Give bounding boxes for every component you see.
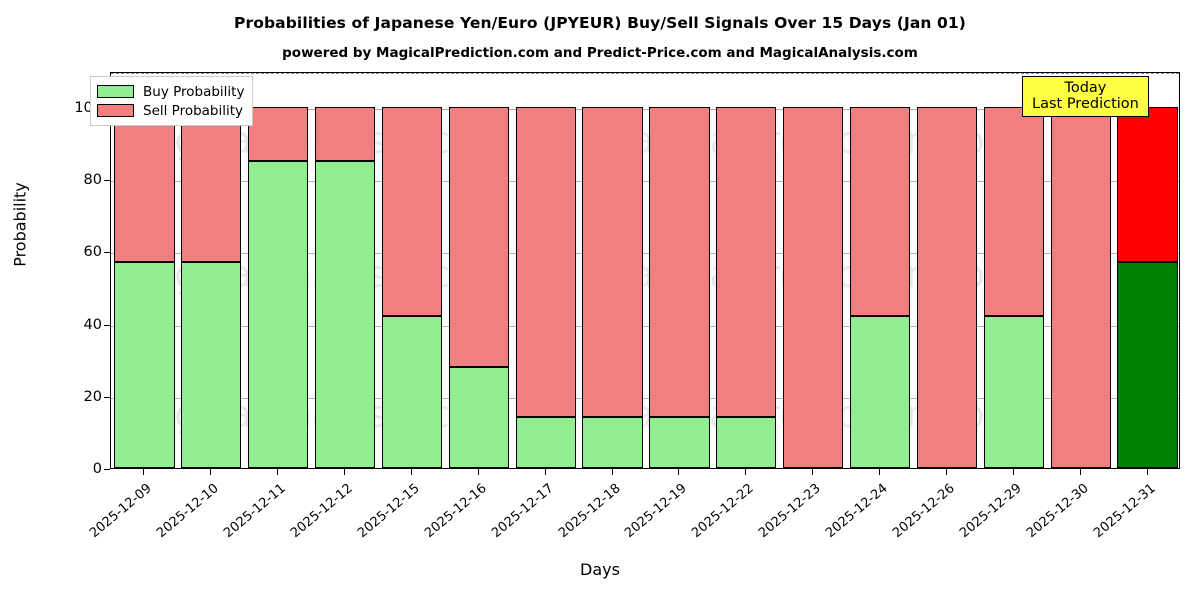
x-tick-mark xyxy=(678,469,680,475)
x-tick-mark xyxy=(344,469,346,475)
bar-segment-sell[interactable] xyxy=(181,107,242,263)
reference-line xyxy=(111,73,1179,74)
y-tick-label: 40 xyxy=(83,316,102,333)
bar-segment-sell[interactable] xyxy=(114,107,175,263)
gridline xyxy=(111,397,1179,399)
bar-segment-sell[interactable] xyxy=(381,107,443,317)
y-tick-label: 60 xyxy=(83,244,102,261)
bar-group[interactable] xyxy=(114,73,175,468)
x-tick-mark xyxy=(812,469,814,475)
y-tick-mark xyxy=(104,324,110,326)
bar-group[interactable] xyxy=(314,73,376,468)
bar-segment-buy[interactable] xyxy=(381,316,443,468)
chart-title: Probabilities of Japanese Yen/Euro (JPYE… xyxy=(234,14,966,32)
chart-legend: Buy Probability Sell Probability xyxy=(90,76,254,126)
legend-label: Buy Probability xyxy=(143,83,245,100)
gridline xyxy=(111,181,1179,183)
bar-group[interactable] xyxy=(582,73,643,468)
bar-group[interactable] xyxy=(783,73,844,468)
bar-today[interactable] xyxy=(1117,73,1178,468)
y-tick-mark xyxy=(104,396,110,398)
x-tick-mark xyxy=(143,469,145,475)
bar-segment-sell[interactable] xyxy=(849,107,911,317)
bar-group[interactable] xyxy=(1050,73,1111,468)
bar-segment-sell[interactable] xyxy=(448,107,509,367)
bar-segment-sell[interactable] xyxy=(248,107,309,162)
bar-group[interactable] xyxy=(381,73,443,468)
bar-segment-buy[interactable] xyxy=(983,316,1044,468)
gridline xyxy=(111,253,1179,255)
y-tick-mark xyxy=(104,252,110,254)
x-tick-mark xyxy=(611,469,613,475)
x-tick-mark xyxy=(1079,469,1081,475)
bar-segment-sell[interactable] xyxy=(983,107,1044,317)
bar-group[interactable] xyxy=(248,73,309,468)
x-tick-mark xyxy=(1012,469,1014,475)
x-tick-mark xyxy=(277,469,279,475)
bar-segment-buy[interactable] xyxy=(515,417,576,468)
x-tick-mark xyxy=(477,469,479,475)
bar-segment-buy[interactable] xyxy=(582,417,643,468)
bar-segment-sell[interactable] xyxy=(649,107,710,418)
bar-group[interactable] xyxy=(448,73,509,468)
bar-segment-buy[interactable] xyxy=(448,366,509,468)
bar-segment-buy[interactable] xyxy=(849,316,911,468)
x-tick-mark xyxy=(945,469,947,475)
bar-group[interactable] xyxy=(916,73,978,468)
bar-group[interactable] xyxy=(515,73,576,468)
gridline xyxy=(111,109,1179,111)
y-tick-label: 20 xyxy=(83,388,102,405)
y-tick-mark xyxy=(104,180,110,182)
gridline xyxy=(111,325,1179,327)
today-annotation: Today Last Prediction xyxy=(1022,76,1149,118)
bar-segment-sell[interactable] xyxy=(582,107,643,418)
bar-segment-sell[interactable] xyxy=(314,107,376,162)
bar-segment-buy[interactable] xyxy=(114,262,175,468)
last-prediction-label: Last Prediction xyxy=(1032,96,1139,113)
bar-segment-sell[interactable] xyxy=(916,107,978,468)
y-tick-label: 80 xyxy=(83,172,102,189)
bar-group[interactable] xyxy=(983,73,1044,468)
x-tick-mark xyxy=(410,469,412,475)
x-axis-label: Days xyxy=(580,560,620,579)
legend-swatch xyxy=(97,85,134,98)
legend-swatch xyxy=(97,104,134,117)
bar-segment-sell[interactable] xyxy=(783,107,844,468)
x-tick-mark xyxy=(210,469,212,475)
bar-group[interactable] xyxy=(849,73,911,468)
x-tick-mark xyxy=(1146,469,1148,475)
bar-segment-sell[interactable] xyxy=(1117,107,1178,263)
y-tick-mark xyxy=(104,469,110,470)
bar-segment-buy[interactable] xyxy=(248,161,309,468)
bar-segment-buy[interactable] xyxy=(649,417,710,468)
x-tick-mark xyxy=(879,469,881,475)
bar-group[interactable] xyxy=(181,73,242,468)
y-tick-label: 0 xyxy=(92,461,102,477)
bar-group[interactable] xyxy=(649,73,710,468)
plot-area: MagicalAnalysis.comMagicalPrediction.com… xyxy=(110,72,1180,469)
legend-label: Sell Probability xyxy=(143,102,244,119)
legend-item: Sell Probability xyxy=(97,101,244,120)
y-axis-label: Probability xyxy=(10,182,30,267)
x-tick-mark xyxy=(745,469,747,475)
bar-segment-buy[interactable] xyxy=(314,161,376,468)
bar-segment-sell[interactable] xyxy=(1050,107,1111,468)
bar-segment-buy[interactable] xyxy=(716,417,777,468)
today-label: Today xyxy=(1064,80,1107,96)
bar-segment-sell[interactable] xyxy=(515,107,576,418)
chart-subtitle: powered by MagicalPrediction.com and Pre… xyxy=(282,45,918,61)
bar-segment-sell[interactable] xyxy=(716,107,777,418)
bar-group[interactable] xyxy=(716,73,777,468)
bar-segment-buy[interactable] xyxy=(1117,262,1178,468)
bar-segment-buy[interactable] xyxy=(181,262,242,468)
legend-item: Buy Probability xyxy=(97,82,244,101)
x-tick-mark xyxy=(544,469,546,475)
